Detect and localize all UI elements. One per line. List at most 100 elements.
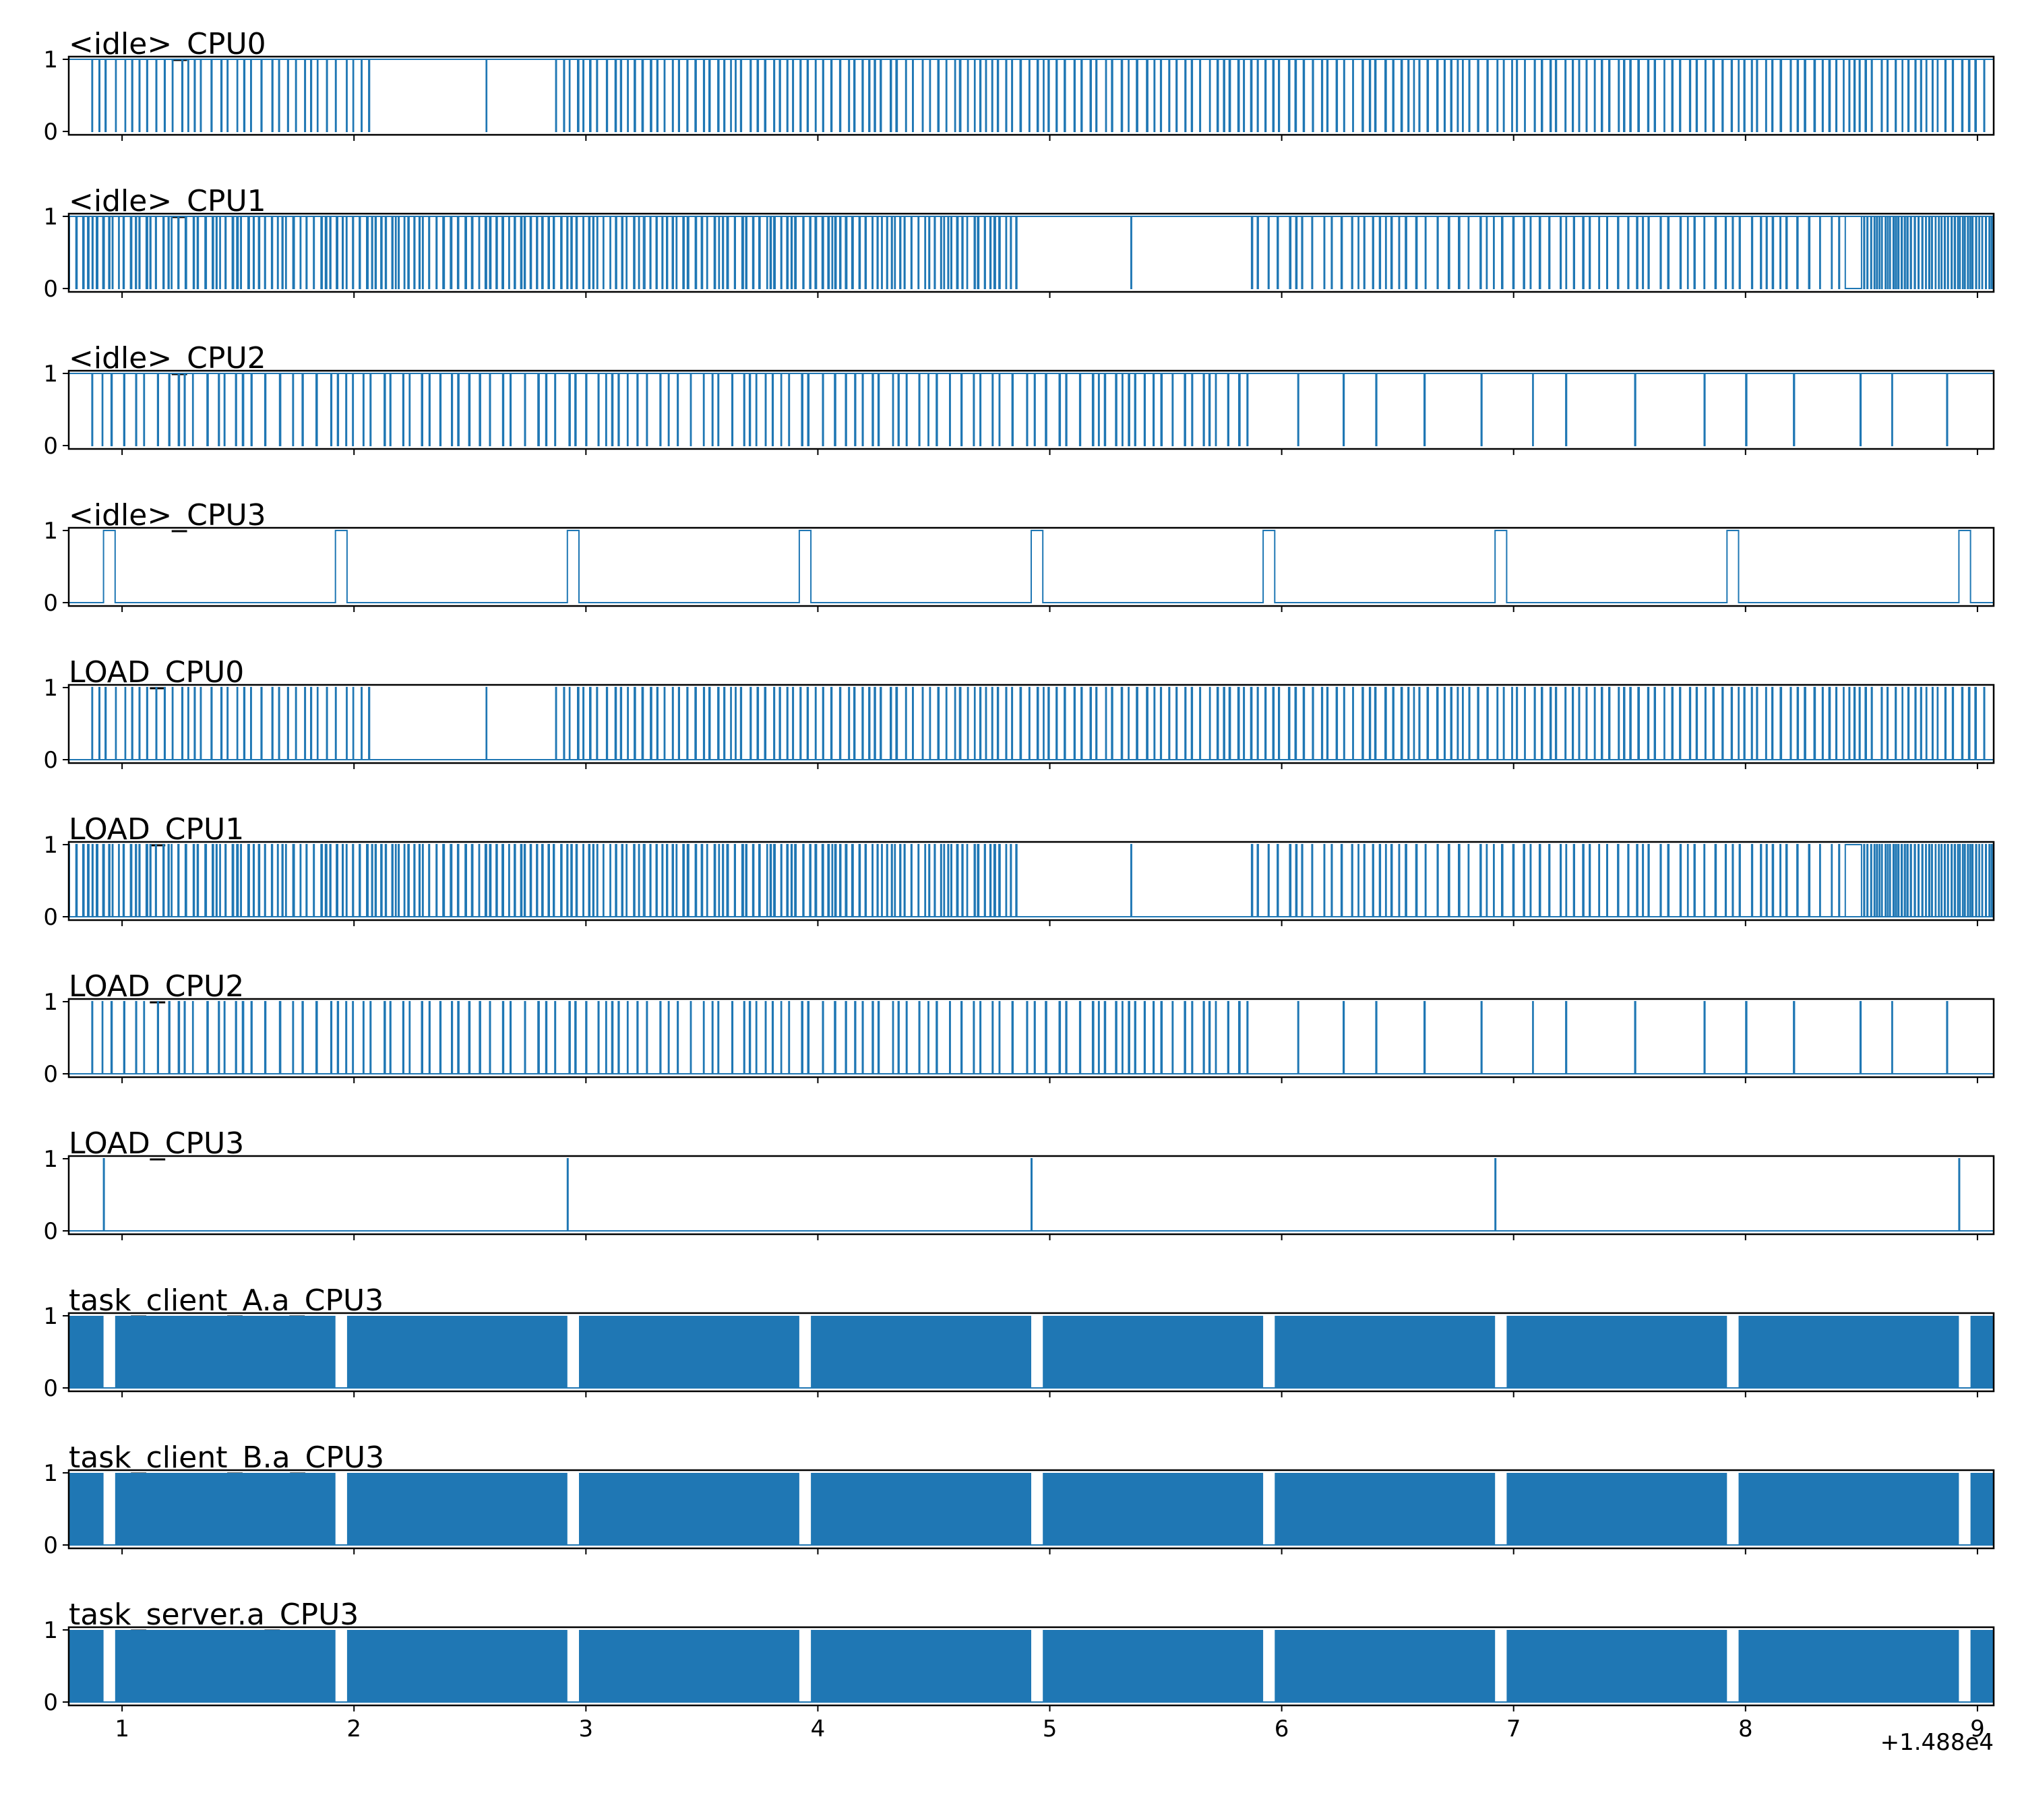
y-tick-label: 0 <box>43 276 58 303</box>
task-active-block <box>69 1473 104 1545</box>
subplot-7: LOAD_CPU2 1 0 <box>43 969 1995 1088</box>
y-tick-label: 1 <box>43 832 58 859</box>
y-tick-label: 0 <box>43 1218 58 1245</box>
subplot-title: LOAD_CPU0 <box>69 655 244 690</box>
subplot-6: LOAD_CPU1 1 0 <box>43 812 1995 931</box>
axes-frame <box>67 212 1995 293</box>
y-tick-label: 0 <box>43 1375 58 1402</box>
subplots: <idle>_CPU010<idle>_CPU110<idle>_CPU210<… <box>43 27 1995 1742</box>
task-active-block <box>69 1316 104 1388</box>
task-active-block <box>1970 1630 1994 1702</box>
task-active-block <box>115 1630 336 1702</box>
subplot-title: LOAD_CPU3 <box>69 1126 244 1161</box>
task-active-block <box>115 1473 336 1545</box>
series-line <box>69 1158 1994 1232</box>
series-line <box>69 59 1994 132</box>
subplot-title: LOAD_CPU2 <box>69 969 244 1004</box>
subplot-5: LOAD_CPU0 1 0 <box>43 655 1995 774</box>
task-active-block <box>811 1316 1031 1388</box>
x-tick-label: 1 <box>115 1716 129 1742</box>
axes-frame <box>67 998 1995 1079</box>
y-tick-label: 1 <box>43 989 58 1016</box>
task-active-block <box>1738 1630 1959 1702</box>
task-active-block <box>579 1473 799 1545</box>
subplot-title: <idle>_CPU2 <box>69 341 266 375</box>
x-tick-label: 4 <box>811 1716 826 1742</box>
y-tick-label: 1 <box>43 204 58 231</box>
subplot-title: <idle>_CPU3 <box>69 498 266 533</box>
task-active-block <box>1506 1473 1727 1545</box>
subplot-3: <idle>_CPU2 1 0 <box>43 341 1995 460</box>
subplot-4: <idle>_CPU3 1 0 <box>43 498 1995 617</box>
task-active-block <box>1970 1316 1994 1388</box>
axes-frame <box>67 1155 1995 1236</box>
x-tick-label: 5 <box>1043 1716 1058 1742</box>
task-active-block <box>1970 1473 1994 1545</box>
y-tick-label: 0 <box>43 119 58 146</box>
task-active-block <box>811 1473 1031 1545</box>
task-active-block <box>1506 1630 1727 1702</box>
subplot-title: LOAD_CPU1 <box>69 812 244 847</box>
task-active-block <box>1275 1630 1496 1702</box>
task-active-block <box>115 1316 336 1388</box>
series-line <box>69 1001 1994 1074</box>
axes-frame <box>67 55 1995 136</box>
task-active-block <box>346 1630 568 1702</box>
series-line <box>69 373 1994 446</box>
y-tick-label: 1 <box>43 1146 58 1173</box>
axes-frame <box>67 841 1995 921</box>
subplot-9: task_client_A.a_CPU3 1 0 <box>43 1283 1995 1402</box>
y-tick-label: 0 <box>43 1689 58 1716</box>
subplot-title: task_server.a_CPU3 <box>69 1598 359 1632</box>
y-tick-label: 0 <box>43 747 58 774</box>
y-tick-label: 1 <box>43 361 58 388</box>
x-tick-label: 6 <box>1275 1716 1289 1742</box>
axes-frame <box>67 369 1995 450</box>
x-tick-label: 2 <box>346 1716 361 1742</box>
task-active-block <box>1275 1473 1496 1545</box>
axes-frame <box>67 526 1995 607</box>
subplot-8: LOAD_CPU3 1 0 <box>43 1126 1995 1245</box>
axes-frame <box>67 684 1995 764</box>
task-active-block <box>1043 1473 1264 1545</box>
axes-frame <box>67 1312 1995 1393</box>
x-axis-offset-label: +1.488e4 <box>1880 1729 1994 1756</box>
series-line <box>69 687 1994 760</box>
task-active-block <box>1043 1316 1264 1388</box>
x-tick-label: 8 <box>1738 1716 1753 1742</box>
task-active-block <box>579 1316 799 1388</box>
y-tick-label: 0 <box>43 1061 58 1088</box>
x-tick-label: 7 <box>1506 1716 1521 1742</box>
task-active-block <box>1738 1316 1959 1388</box>
axes-frame <box>67 1626 1995 1707</box>
subplot-2: <idle>_CPU1 1 0 <box>43 184 1995 303</box>
x-tick-label: 3 <box>579 1716 594 1742</box>
subplot-title: <idle>_CPU0 <box>69 27 266 61</box>
series-line <box>69 530 1994 603</box>
y-tick-label: 1 <box>43 1460 58 1487</box>
y-tick-label: 0 <box>43 433 58 460</box>
subplot-title: task_client_B.a_CPU3 <box>69 1440 384 1475</box>
subplot-10: task_client_B.a_CPU3 1 0 <box>43 1440 1995 1559</box>
y-tick-label: 1 <box>43 675 58 702</box>
series-line <box>68 844 1994 917</box>
series-line <box>68 216 1994 289</box>
y-tick-label: 1 <box>43 1617 58 1644</box>
y-tick-label: 0 <box>43 590 58 617</box>
axes-frame <box>67 1469 1995 1550</box>
task-active-block <box>1275 1316 1496 1388</box>
y-tick-label: 1 <box>43 518 58 545</box>
subplot-title: <idle>_CPU1 <box>69 184 266 218</box>
task-active-block <box>1738 1473 1959 1545</box>
subplot-1: <idle>_CPU0 1 0 <box>43 27 1995 146</box>
task-active-block <box>346 1473 568 1545</box>
y-tick-label: 1 <box>43 1303 58 1330</box>
y-tick-label: 0 <box>43 1532 58 1559</box>
x-tick-label: 9 <box>1970 1716 1985 1742</box>
task-active-block <box>69 1630 104 1702</box>
y-tick-label: 0 <box>43 904 58 931</box>
task-active-block <box>579 1630 799 1702</box>
task-active-block <box>1043 1630 1264 1702</box>
subplot-11: task_server.a_CPU3 1 0 1 2 3 4 5 6 7 8 9 <box>43 1598 1995 1742</box>
